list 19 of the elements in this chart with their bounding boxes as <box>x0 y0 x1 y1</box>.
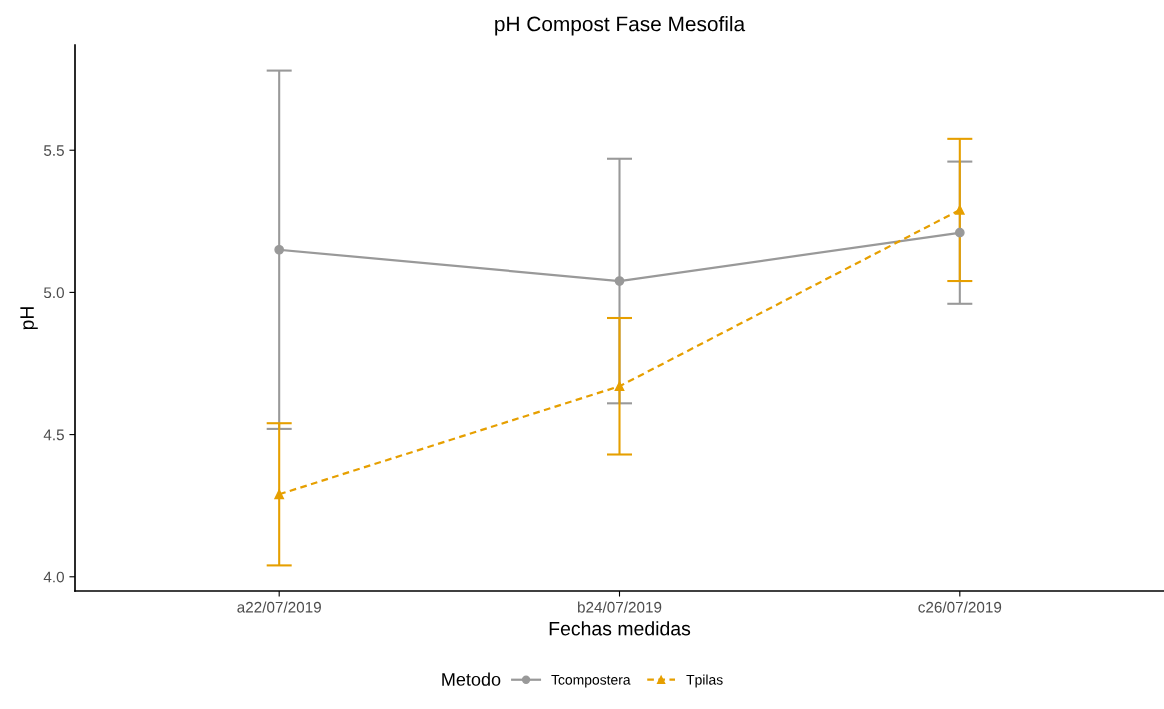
legend-title: Metodo <box>442 672 501 686</box>
y-tick-label: 4.0 <box>43 571 64 583</box>
legend-label: Tpilas <box>686 674 723 688</box>
y-tick-label: 5.5 <box>43 145 64 156</box>
point <box>614 276 625 286</box>
chart-title: pH Compost Fase Mesofila <box>495 16 746 36</box>
point <box>954 205 965 215</box>
y-axis-title: pH <box>20 307 38 330</box>
y-tick-label: 5.0 <box>43 287 64 299</box>
y-tick-label: 4.5 <box>43 429 64 441</box>
x-tick-label: b24/07/2019 <box>578 601 662 613</box>
x-tick-label: c26/07/2019 <box>918 601 1002 613</box>
x-tick-label: a22/07/2019 <box>237 601 321 613</box>
legend-label: Tcompostera <box>551 675 631 688</box>
point <box>614 381 625 392</box>
point <box>274 489 285 500</box>
point <box>274 244 285 255</box>
point <box>954 227 965 238</box>
x-axis-title: Fechas medidas <box>549 621 691 636</box>
